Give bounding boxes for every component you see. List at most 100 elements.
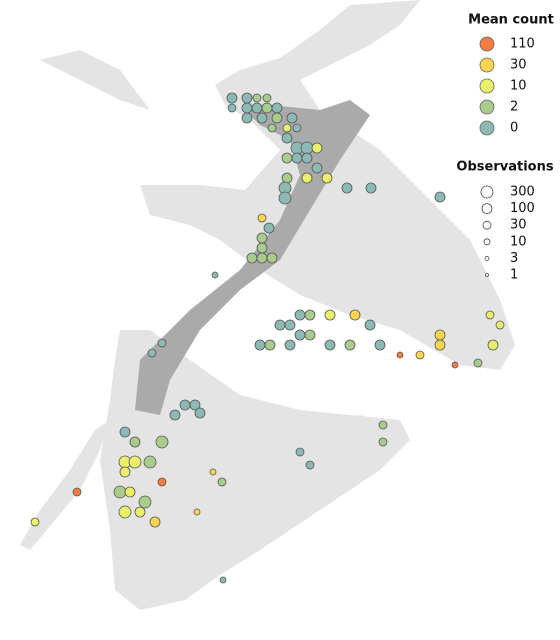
- survey-bubble: [257, 213, 267, 223]
- survey-bubble: [254, 339, 266, 351]
- survey-bubble: [264, 339, 276, 351]
- survey-bubble: [119, 466, 131, 478]
- survey-bubble: [226, 92, 238, 104]
- survey-bubble: [241, 92, 253, 104]
- survey-bubble: [434, 191, 446, 203]
- survey-bubble: [451, 361, 459, 369]
- survey-bubble: [267, 123, 277, 133]
- survey-bubble: [286, 112, 298, 124]
- legend-title: Observations: [456, 160, 553, 175]
- survey-bubble: [487, 339, 499, 351]
- survey-bubble: [241, 102, 253, 114]
- legend-label: 0: [510, 121, 518, 136]
- survey-bubble: [324, 339, 336, 351]
- legend-swatch: [479, 78, 495, 94]
- survey-bubble: [30, 517, 40, 527]
- legend-label: 300: [510, 185, 535, 200]
- survey-bubble: [261, 102, 273, 114]
- survey-bubble: [349, 309, 361, 321]
- survey-bubble: [169, 409, 181, 421]
- survey-bubble: [263, 222, 275, 234]
- survey-bubble: [294, 309, 306, 321]
- survey-bubble: [209, 468, 217, 476]
- legend-label: 110: [510, 37, 535, 52]
- survey-bubble: [193, 508, 201, 516]
- south-island: [100, 330, 410, 610]
- survey-bubble: [284, 319, 296, 331]
- survey-bubble: [256, 252, 268, 264]
- legend-swatch: [479, 57, 495, 73]
- survey-bubble: [281, 132, 293, 144]
- north-island: [140, 0, 515, 370]
- survey-bubble: [364, 319, 376, 331]
- survey-bubble: [295, 447, 305, 457]
- legend-label: 30: [510, 58, 527, 73]
- legend-label: 3: [510, 251, 518, 266]
- survey-bubble: [284, 339, 296, 351]
- survey-bubble: [157, 477, 167, 487]
- survey-bubble: [256, 232, 268, 244]
- survey-bubble: [155, 435, 169, 449]
- survey-bubble: [266, 252, 278, 264]
- survey-bubble: [147, 348, 157, 358]
- survey-bubble: [300, 141, 314, 155]
- legend-size: [481, 203, 493, 215]
- survey-bubble: [294, 329, 306, 341]
- survey-bubble: [256, 112, 268, 124]
- survey-bubble: [227, 103, 237, 113]
- legend: Mean count Observations 1103010203001003…: [456, 13, 553, 283]
- survey-bubble: [128, 455, 142, 469]
- survey-bubble: [304, 309, 316, 321]
- survey-bubble: [134, 506, 146, 518]
- survey-bubble: [179, 399, 191, 411]
- survey-bubble: [118, 505, 132, 519]
- survey-bubble: [211, 271, 219, 279]
- north-arc: [40, 50, 150, 110]
- survey-bubble: [434, 329, 446, 341]
- legend-swatch: [479, 36, 495, 52]
- survey-bubble: [415, 350, 425, 360]
- survey-bubble: [189, 399, 201, 411]
- survey-bubble: [217, 477, 227, 487]
- legend-label: 100: [510, 201, 535, 216]
- survey-bubble: [301, 172, 313, 184]
- legend-swatch: [479, 99, 495, 115]
- survey-bubble: [241, 112, 253, 124]
- survey-bubble: [72, 487, 82, 497]
- survey-bubble: [311, 142, 323, 154]
- legend-size: [483, 238, 491, 246]
- survey-bubble: [281, 152, 293, 164]
- legend-label: 10: [510, 234, 527, 249]
- survey-bubble: [138, 495, 152, 509]
- survey-bubble: [281, 172, 293, 184]
- survey-bubble: [301, 152, 313, 164]
- survey-bubble: [271, 102, 283, 114]
- west-arc: [20, 420, 110, 550]
- survey-bubble: [365, 182, 377, 194]
- survey-bubble: [119, 426, 131, 438]
- survey-bubble: [434, 339, 446, 351]
- survey-bubble: [256, 242, 268, 254]
- survey-bubble: [252, 93, 262, 103]
- survey-bubble: [129, 436, 141, 448]
- survey-bubble: [251, 102, 263, 114]
- survey-bubble: [194, 407, 206, 419]
- survey-bubble: [304, 329, 316, 341]
- survey-bubble: [282, 123, 292, 133]
- legend-title: Mean count: [468, 13, 554, 28]
- legend-label: 1: [510, 268, 518, 283]
- land: [20, 0, 515, 610]
- survey-bubble: [378, 437, 388, 447]
- survey-bubble: [219, 576, 227, 584]
- survey-bubble: [305, 460, 315, 470]
- legend-label: 2: [510, 100, 518, 115]
- survey-bubble: [157, 338, 167, 348]
- legend-size: [482, 220, 492, 230]
- legend-size: [484, 255, 490, 261]
- survey-bubble: [341, 182, 353, 194]
- survey-bubble: [246, 252, 258, 264]
- legend-label: 30: [510, 218, 527, 233]
- survey-bubble: [396, 351, 404, 359]
